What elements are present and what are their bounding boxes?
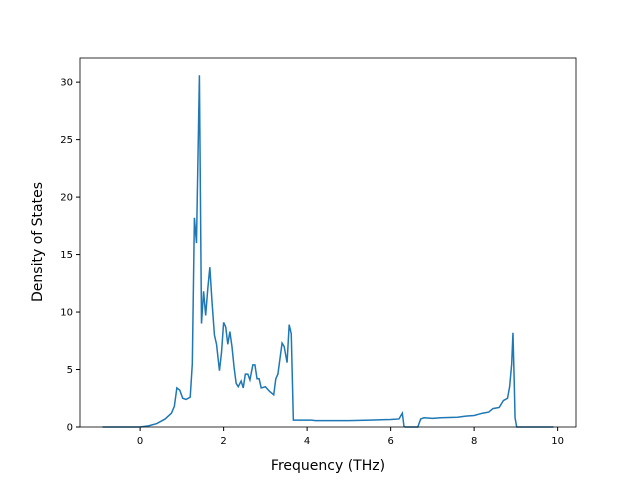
y-tick-label: 0 — [67, 423, 73, 434]
y-tick-label: 10 — [60, 308, 73, 319]
plot-frame — [79, 57, 577, 428]
line — [102, 75, 554, 428]
y-axis-label: Density of States — [30, 182, 46, 302]
y-tick-label: 20 — [60, 193, 73, 204]
x-tick-label: 4 — [304, 436, 310, 447]
x-axis-label: Frequency (THz) — [271, 458, 385, 474]
x-tick-label: 8 — [471, 436, 477, 447]
x-tick-label: 10 — [551, 436, 564, 447]
y-tick-label: 15 — [60, 250, 73, 261]
x-tick-label: 6 — [387, 436, 393, 447]
y-tick-label: 30 — [60, 78, 73, 89]
y-tick-label: 25 — [60, 135, 73, 146]
x-tick-label: 0 — [137, 436, 143, 447]
y-tick-label: 5 — [67, 365, 73, 376]
x-tick-label: 2 — [220, 436, 226, 447]
